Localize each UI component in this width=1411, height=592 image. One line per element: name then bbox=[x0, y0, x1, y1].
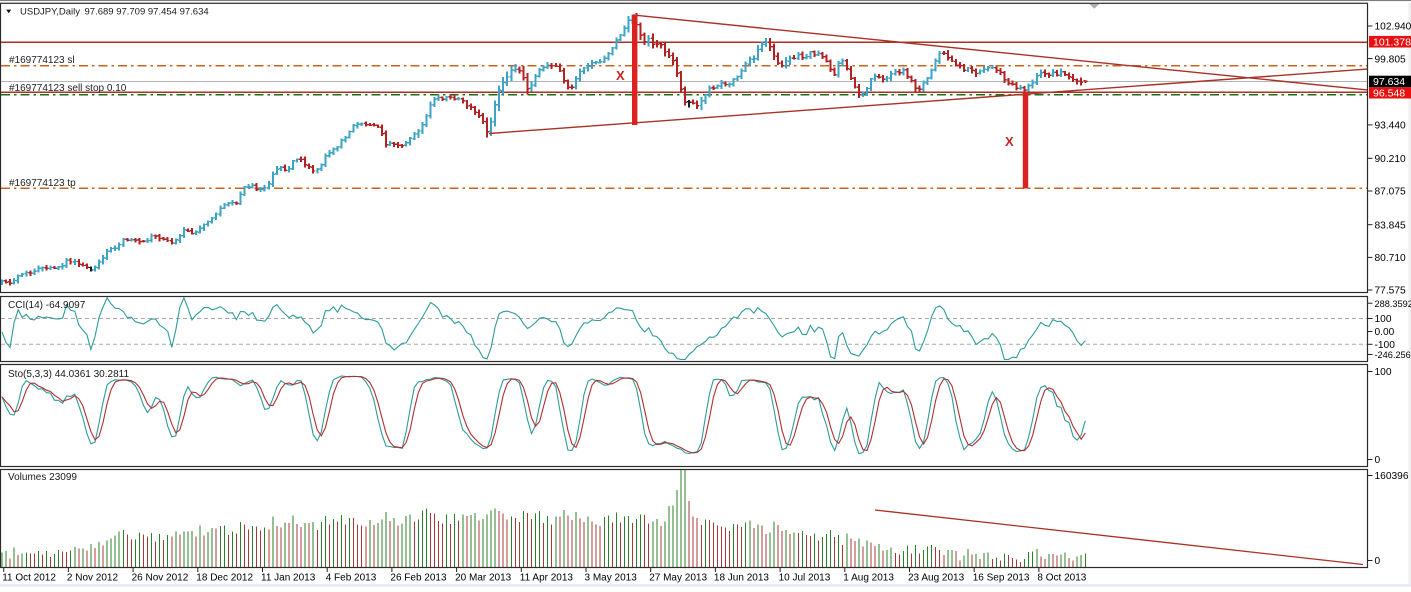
svg-text:99.805: 99.805 bbox=[1375, 54, 1406, 65]
svg-text:0.00: 0.00 bbox=[1375, 327, 1395, 338]
svg-text:160396: 160396 bbox=[1375, 471, 1409, 482]
svg-text:100: 100 bbox=[1375, 367, 1392, 378]
svg-text:#169774123 tp: #169774123 tp bbox=[9, 178, 76, 189]
svg-text:18 Dec 2012: 18 Dec 2012 bbox=[196, 573, 253, 584]
svg-text:16 Sep 2013: 16 Sep 2013 bbox=[973, 573, 1030, 584]
svg-text:#169774123 sell stop 0.10: #169774123 sell stop 0.10 bbox=[9, 83, 127, 94]
svg-text:0: 0 bbox=[1375, 556, 1381, 567]
svg-text:97.689 97.709 97.454 97.634: 97.689 97.709 97.454 97.634 bbox=[85, 6, 209, 17]
svg-text:1 Aug 2013: 1 Aug 2013 bbox=[843, 573, 894, 584]
svg-text:83.845: 83.845 bbox=[1375, 220, 1406, 231]
svg-text:X: X bbox=[616, 68, 625, 83]
svg-text:97.634: 97.634 bbox=[1373, 76, 1405, 88]
svg-text:26 Feb 2013: 26 Feb 2013 bbox=[390, 573, 447, 584]
svg-text:77.575: 77.575 bbox=[1375, 286, 1406, 297]
svg-text:87.075: 87.075 bbox=[1375, 187, 1406, 198]
svg-text:#169774123 sl: #169774123 sl bbox=[9, 55, 75, 66]
svg-text:Sto(5,3,3) 44.0361 30.2811: Sto(5,3,3) 44.0361 30.2811 bbox=[8, 369, 129, 380]
svg-text:96.548: 96.548 bbox=[1373, 88, 1405, 100]
svg-text:8 Oct 2013: 8 Oct 2013 bbox=[1037, 573, 1086, 584]
svg-text:20 Mar 2013: 20 Mar 2013 bbox=[455, 573, 512, 584]
svg-text:100: 100 bbox=[1375, 314, 1392, 325]
svg-text:11 Apr 2013: 11 Apr 2013 bbox=[520, 573, 574, 584]
svg-text:Volumes 23099: Volumes 23099 bbox=[8, 472, 77, 483]
svg-text:27 May 2013: 27 May 2013 bbox=[649, 573, 707, 584]
svg-text:X: X bbox=[1005, 134, 1014, 149]
svg-text:11 Oct 2012: 11 Oct 2012 bbox=[2, 573, 56, 584]
svg-text:11 Jan 2013: 11 Jan 2013 bbox=[261, 573, 316, 584]
svg-text:288.3592: 288.3592 bbox=[1375, 299, 1411, 309]
svg-text:102.940: 102.940 bbox=[1375, 22, 1411, 33]
svg-text:2 Nov 2012: 2 Nov 2012 bbox=[67, 573, 119, 584]
svg-text:0: 0 bbox=[1375, 455, 1381, 466]
svg-text:23 Aug 2013: 23 Aug 2013 bbox=[908, 573, 965, 584]
svg-text:4 Feb 2013: 4 Feb 2013 bbox=[326, 573, 377, 584]
svg-text:CCI(14) -64.9097: CCI(14) -64.9097 bbox=[8, 300, 86, 311]
svg-text:3 May 2013: 3 May 2013 bbox=[585, 573, 638, 584]
svg-text:10 Jul 2013: 10 Jul 2013 bbox=[779, 573, 831, 584]
svg-text:26 Nov 2012: 26 Nov 2012 bbox=[132, 573, 189, 584]
svg-text:USDJPY,Daily: USDJPY,Daily bbox=[20, 6, 80, 17]
svg-text:18 Jun 2013: 18 Jun 2013 bbox=[714, 573, 769, 584]
svg-text:90.210: 90.210 bbox=[1375, 154, 1406, 165]
svg-text:-246.256: -246.256 bbox=[1375, 350, 1411, 360]
svg-text:101.378: 101.378 bbox=[1373, 36, 1411, 48]
svg-text:80.710: 80.710 bbox=[1375, 253, 1406, 264]
svg-text:93.440: 93.440 bbox=[1375, 121, 1406, 132]
